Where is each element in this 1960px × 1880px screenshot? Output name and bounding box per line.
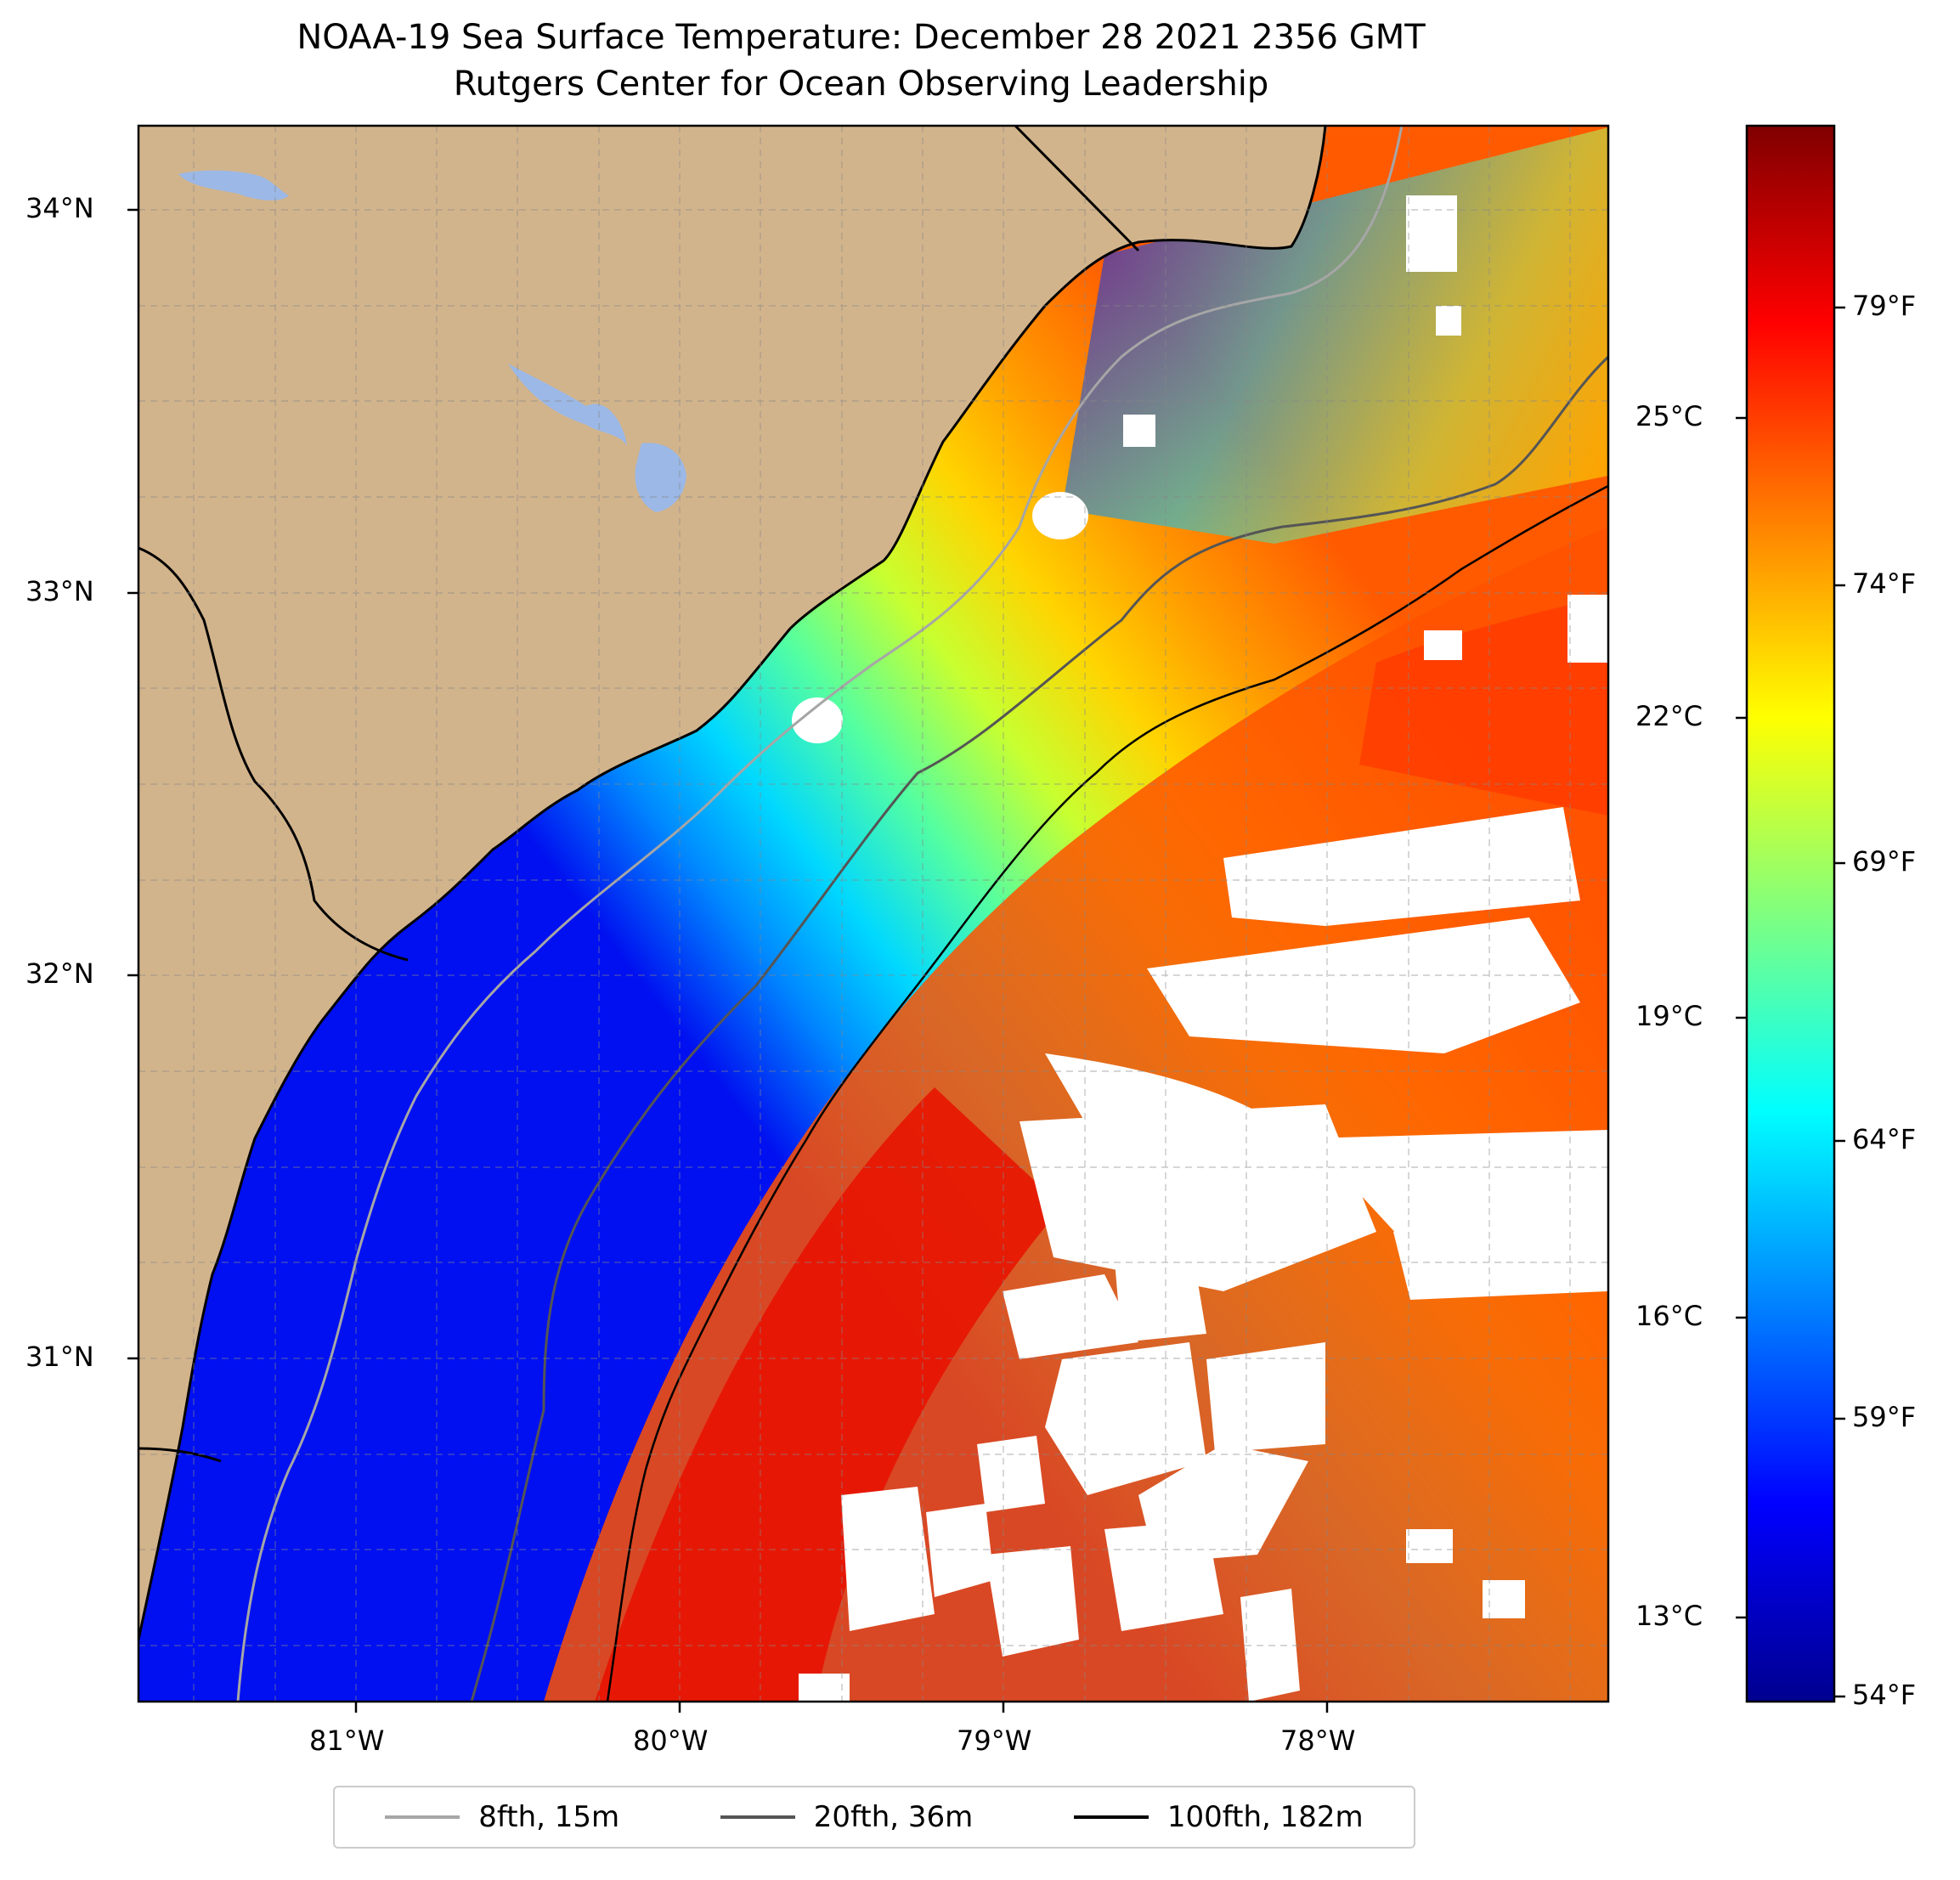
lake-moultrie — [635, 443, 686, 512]
isobath-8fth — [236, 126, 1404, 1702]
legend-item-20fth: 20fth, 36m — [720, 1800, 974, 1834]
lat-label: 32°N — [25, 957, 94, 990]
gulf-stream-core — [595, 1087, 1062, 1702]
colorbar-celsius-label: 25°C — [1635, 400, 1703, 432]
colorbar-celsius-label: 19°C — [1635, 1000, 1703, 1032]
colorbar-fahrenheit-label: 74°F — [1852, 567, 1917, 600]
isobath-100fth — [606, 484, 1608, 1702]
colorbar-ticks — [1736, 306, 1845, 1698]
colorbar-fahrenheit-label: 69°F — [1852, 845, 1917, 878]
isobath-20fth — [470, 355, 1608, 1702]
land-mass — [138, 126, 1325, 1640]
lon-label: 80°W — [633, 1725, 709, 1757]
lat-label: 31°N — [25, 1341, 94, 1373]
lake-marion — [508, 364, 627, 446]
axis-ticks — [127, 208, 1329, 1713]
coastline — [138, 126, 1327, 1640]
legend-item-100fth: 100fth, 182m — [1073, 1800, 1364, 1834]
legend-line-icon — [385, 1815, 460, 1819]
colorbar-fahrenheit-label: 54°F — [1852, 1679, 1917, 1711]
colorbar-celsius-label: 13°C — [1635, 1600, 1703, 1632]
colorbar-fahrenheit-label: 79°F — [1852, 290, 1917, 322]
legend-label: 20fth, 36m — [813, 1800, 974, 1834]
gridlines — [138, 126, 1608, 1702]
state-border-sc-ga — [138, 546, 409, 962]
colorbar — [1745, 124, 1836, 1703]
colorbar-fahrenheit-label: 64°F — [1852, 1123, 1917, 1155]
colorbar-celsius-label: 22°C — [1635, 700, 1703, 732]
isobath-legend: 8fth, 15m 20fth, 36m 100fth, 182m — [333, 1786, 1415, 1849]
lat-label: 33°N — [25, 575, 94, 607]
legend-line-icon — [1073, 1815, 1149, 1819]
legend-label: 8fth, 15m — [478, 1800, 620, 1834]
lon-label: 78°W — [1280, 1725, 1356, 1757]
state-border-ga-fl — [138, 1447, 222, 1463]
warm-eddy — [1359, 595, 1608, 816]
lat-label: 34°N — [25, 192, 94, 224]
map-subtitle: Rutgers Center for Ocean Observing Leade… — [453, 65, 1269, 104]
lon-label: 81°W — [309, 1725, 385, 1757]
state-border-nc-sc — [1014, 126, 1140, 252]
plot-frame — [137, 124, 1610, 1703]
lake-upper — [178, 170, 289, 200]
legend-line-icon — [720, 1815, 795, 1819]
legend-label: 100fth, 182m — [1166, 1800, 1364, 1834]
map-title: NOAA-19 Sea Surface Temperature: Decembe… — [297, 18, 1426, 57]
colorbar-celsius-label: 16°C — [1635, 1300, 1703, 1332]
colorbar-fahrenheit-label: 59°F — [1852, 1401, 1917, 1433]
legend-item-8fth: 8fth, 15m — [385, 1800, 619, 1834]
lon-label: 79°W — [957, 1725, 1032, 1757]
